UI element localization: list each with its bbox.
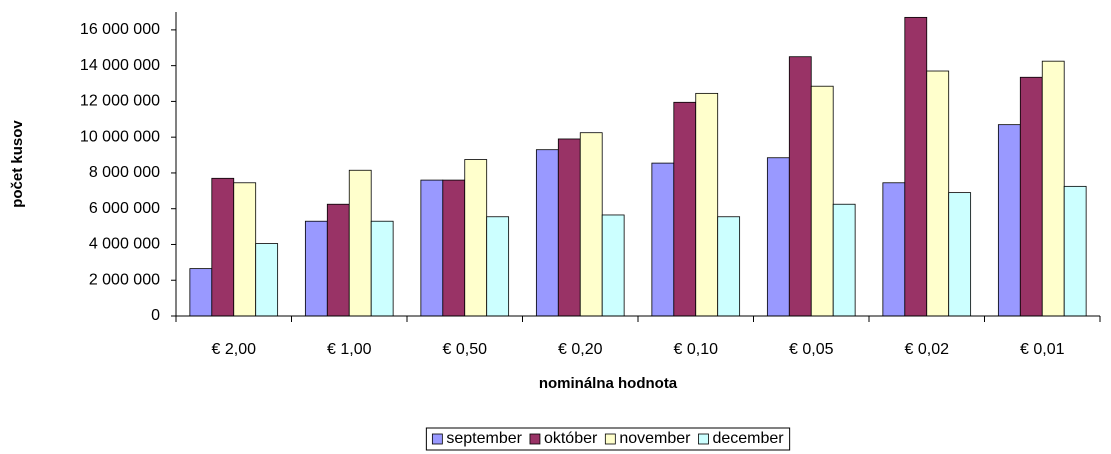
- bar: [1041, 60, 1065, 317]
- bar: [695, 92, 719, 317]
- bar: [810, 85, 834, 317]
- bar: [673, 101, 697, 317]
- legend-label: september: [446, 430, 522, 447]
- bar: [1063, 185, 1087, 317]
- legend: september október november december: [425, 427, 791, 451]
- bar: [255, 243, 279, 317]
- y-tick-label: 10 000 000: [80, 128, 160, 145]
- bar: [211, 177, 235, 317]
- bar: [579, 132, 603, 317]
- bar: [882, 182, 906, 317]
- y-tick-label: 4 000 000: [89, 236, 160, 253]
- legend-swatch: [529, 433, 541, 445]
- bar: [442, 179, 466, 317]
- legend-label: november: [619, 430, 691, 447]
- bar: [601, 214, 625, 317]
- bar: [766, 157, 790, 317]
- bar: [948, 192, 972, 317]
- bar: [420, 179, 444, 317]
- x-axis-title: nominálna hodnota: [539, 375, 678, 392]
- bar: [926, 70, 950, 317]
- bar: [717, 216, 741, 317]
- bar: [904, 16, 928, 317]
- x-tick-label: € 0,05: [789, 341, 834, 358]
- x-tick-label: € 0,02: [905, 341, 950, 358]
- y-axis-title: počet kusov: [9, 120, 26, 208]
- x-tick-label: € 0,10: [674, 341, 719, 358]
- bar: [535, 149, 559, 317]
- y-tick-label: 2 000 000: [89, 271, 160, 288]
- bar: [348, 169, 372, 317]
- bar: [370, 220, 394, 317]
- bar: [651, 162, 675, 317]
- legend-swatch: [431, 433, 443, 445]
- legend-label: október: [544, 430, 598, 447]
- bar: [326, 203, 350, 317]
- bar: [557, 138, 581, 317]
- y-tick-label: 6 000 000: [89, 200, 160, 217]
- bar: [832, 203, 856, 317]
- bar: [464, 159, 488, 317]
- y-tick-label: 14 000 000: [80, 57, 160, 74]
- bar: [233, 182, 257, 317]
- bar: [189, 268, 213, 317]
- x-tick-label: € 0,01: [1020, 341, 1065, 358]
- x-tick-label: € 1,00: [327, 341, 372, 358]
- x-tick-label: € 2,00: [212, 341, 257, 358]
- y-tick-label: 8 000 000: [89, 164, 160, 181]
- y-tick-label: 16 000 000: [80, 21, 160, 38]
- legend-label: december: [712, 430, 784, 447]
- bar: [486, 216, 510, 317]
- legend-swatch: [698, 433, 709, 445]
- bar: [304, 220, 328, 317]
- x-tick-label: € 0,20: [558, 341, 603, 358]
- bar: [997, 124, 1021, 317]
- y-tick-label: 0: [151, 307, 160, 324]
- bar: [788, 56, 812, 317]
- y-tick-label: 12 000 000: [80, 93, 160, 110]
- bar: [1019, 76, 1043, 317]
- legend-swatch: [604, 433, 616, 445]
- x-tick-label: € 0,50: [443, 341, 488, 358]
